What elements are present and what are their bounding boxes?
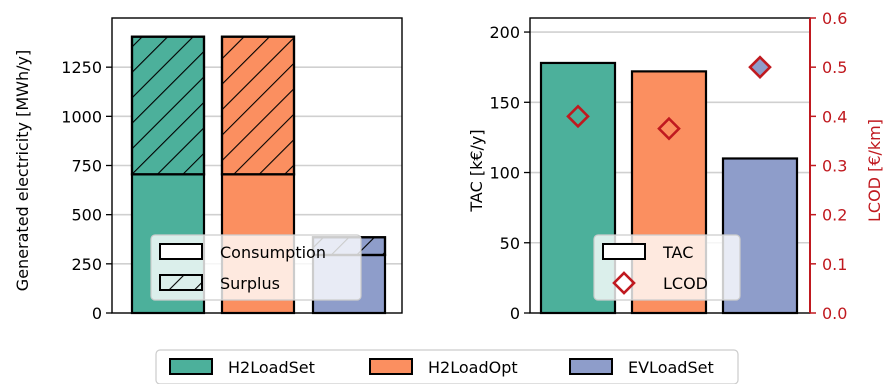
y-tick-label: 0 — [92, 304, 102, 323]
legend-label-surplus: Surplus — [220, 274, 280, 293]
legend-swatch-tac — [602, 243, 646, 260]
legend-swatch-h2loadopt — [369, 358, 413, 375]
y2-tick-label: 0.6 — [822, 9, 847, 28]
legend-box — [150, 234, 362, 301]
lcod-marker-evloadset — [748, 55, 772, 80]
y-tick-label: 750 — [71, 157, 102, 176]
y2-tick-label: 0.4 — [822, 107, 847, 126]
y-tick-label: 250 — [71, 255, 102, 274]
legend: TAC LCOD — [593, 234, 741, 301]
y-tick-label: 0 — [510, 304, 520, 323]
legend-swatch-lcod — [612, 271, 636, 295]
bar-hatch — [220, 35, 296, 176]
y-tick-label: 1250 — [61, 58, 102, 77]
generation-chart: 0 250 500 750 1000 1250 Generated electricity … — [13, 17, 403, 323]
lcod-marker-h2loadset — [566, 104, 590, 129]
y-tick-label: 500 — [71, 206, 102, 225]
legend-label-h2loadopt: H2LoadOpt — [428, 358, 518, 377]
y-tick-label: 100 — [489, 164, 520, 183]
legend-label-h2loadset: H2LoadSet — [228, 358, 315, 377]
legend-swatch-evloadset — [569, 358, 613, 375]
y2-axis-label: LCOD [€/km] — [865, 119, 884, 222]
y-tick-label: 1000 — [61, 107, 102, 126]
y2-tick-label: 0.5 — [822, 58, 847, 77]
y2-tick-label: 0.0 — [822, 304, 847, 323]
y-axis-label: Generated electricity [MWh/y] — [13, 50, 32, 291]
y2-tick-label: 0.2 — [822, 206, 847, 225]
legend-swatch-consumption — [159, 243, 203, 260]
bottom-legend: H2LoadSet H2LoadOpt EVLoadSet — [155, 349, 739, 384]
legend-label-tac: TAC — [662, 243, 693, 262]
legend-swatch-h2loadset — [169, 358, 213, 375]
y2-tick-label: 0.3 — [822, 157, 847, 176]
y-tick-label: 200 — [489, 23, 520, 42]
legend-label-evloadset: EVLoadSet — [628, 358, 714, 377]
lcod-marker-h2loadopt — [657, 116, 681, 141]
legend-label-consumption: Consumption — [220, 243, 326, 262]
legend-label-lcod: LCOD — [663, 274, 708, 293]
y-tick-label: 50 — [500, 234, 520, 253]
plot-frame — [111, 17, 403, 314]
cost-chart: 0 50 100 150 200 0.0 0.1 0.2 0.3 0.4 0.5 0.6 TAC [k€… — [467, 9, 884, 323]
legend: Consumption Surplus — [150, 234, 362, 301]
y-axis-label: TAC [k€/y] — [467, 129, 486, 212]
y-tick-label: 150 — [489, 93, 520, 112]
y2-tick-label: 0.1 — [822, 255, 847, 274]
legend-swatch-surplus — [159, 274, 203, 291]
bar-hatch — [130, 35, 206, 176]
